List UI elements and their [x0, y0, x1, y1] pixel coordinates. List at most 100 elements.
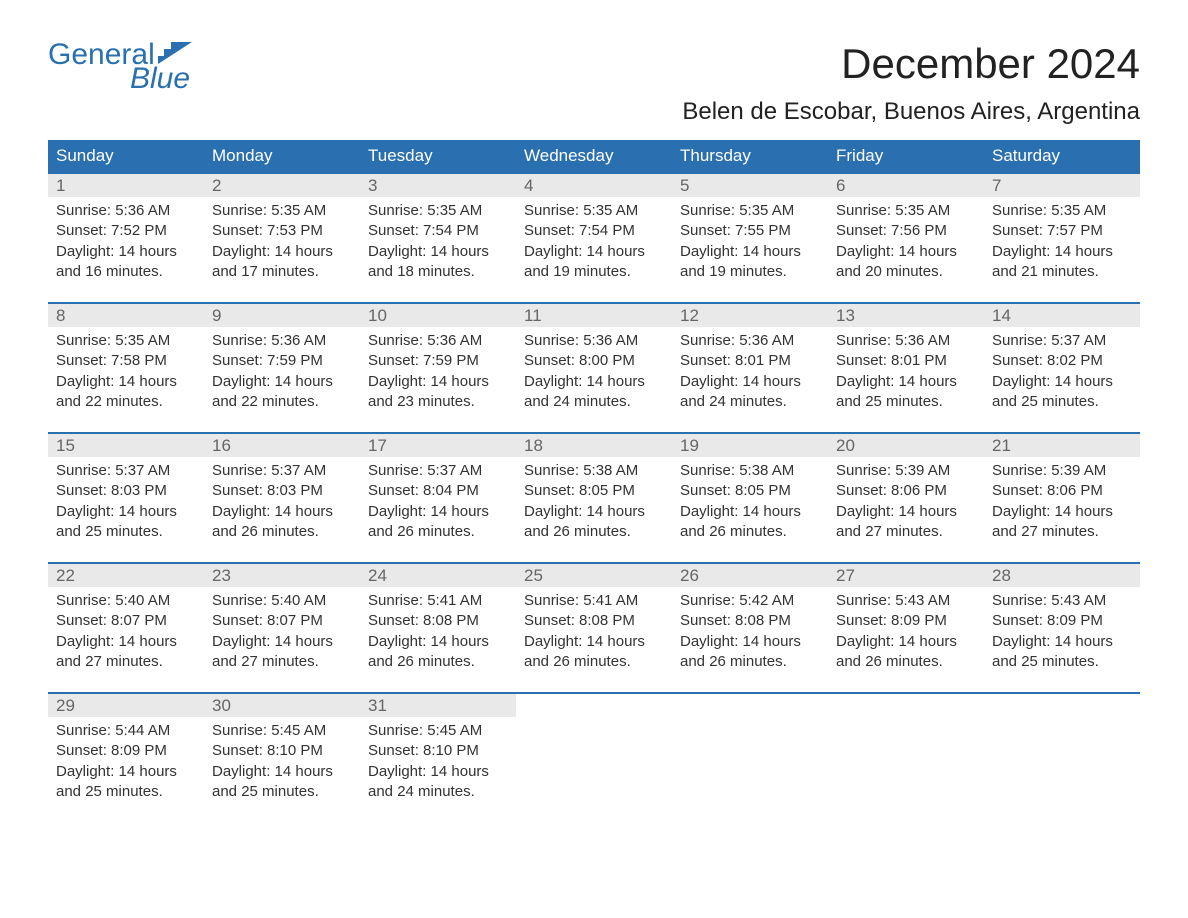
day-number: 28 [984, 564, 1140, 587]
day-number [672, 694, 828, 717]
calendar-day-cell: 28Sunrise: 5:43 AMSunset: 8:09 PMDayligh… [984, 563, 1140, 693]
calendar-day-cell: 13Sunrise: 5:36 AMSunset: 8:01 PMDayligh… [828, 303, 984, 433]
day-content: Sunrise: 5:42 AMSunset: 8:08 PMDaylight:… [672, 587, 828, 692]
calendar-day-cell: 22Sunrise: 5:40 AMSunset: 8:07 PMDayligh… [48, 563, 204, 693]
day-sunset: Sunset: 7:52 PM [56, 221, 196, 241]
day-number: 13 [828, 304, 984, 327]
day-content: Sunrise: 5:37 AMSunset: 8:03 PMDaylight:… [204, 457, 360, 562]
day-content [516, 717, 672, 761]
calendar-day-cell [828, 693, 984, 822]
day-number: 29 [48, 694, 204, 717]
calendar-day-cell: 16Sunrise: 5:37 AMSunset: 8:03 PMDayligh… [204, 433, 360, 563]
day-content: Sunrise: 5:36 AMSunset: 7:59 PMDaylight:… [360, 327, 516, 432]
calendar-day-cell: 21Sunrise: 5:39 AMSunset: 8:06 PMDayligh… [984, 433, 1140, 563]
day-sunrise: Sunrise: 5:36 AM [368, 331, 508, 351]
day-sunset: Sunset: 7:57 PM [992, 221, 1132, 241]
day-sunset: Sunset: 8:01 PM [836, 351, 976, 371]
day-header: Monday [204, 140, 360, 173]
day-sunrise: Sunrise: 5:35 AM [212, 201, 352, 221]
day-sunrise: Sunrise: 5:43 AM [992, 591, 1132, 611]
calendar-day-cell: 15Sunrise: 5:37 AMSunset: 8:03 PMDayligh… [48, 433, 204, 563]
calendar-week-row: 8Sunrise: 5:35 AMSunset: 7:58 PMDaylight… [48, 303, 1140, 433]
day-daylight1: Daylight: 14 hours [680, 502, 820, 522]
day-sunrise: Sunrise: 5:45 AM [212, 721, 352, 741]
calendar-day-cell: 10Sunrise: 5:36 AMSunset: 7:59 PMDayligh… [360, 303, 516, 433]
day-sunset: Sunset: 8:01 PM [680, 351, 820, 371]
day-content: Sunrise: 5:36 AMSunset: 8:01 PMDaylight:… [828, 327, 984, 432]
day-daylight2: and 24 minutes. [680, 392, 820, 412]
day-sunrise: Sunrise: 5:42 AM [680, 591, 820, 611]
day-daylight1: Daylight: 14 hours [992, 372, 1132, 392]
day-sunset: Sunset: 8:05 PM [680, 481, 820, 501]
day-sunrise: Sunrise: 5:37 AM [56, 461, 196, 481]
calendar-day-cell: 20Sunrise: 5:39 AMSunset: 8:06 PMDayligh… [828, 433, 984, 563]
day-header: Tuesday [360, 140, 516, 173]
day-number: 27 [828, 564, 984, 587]
day-daylight1: Daylight: 14 hours [680, 632, 820, 652]
day-sunset: Sunset: 7:54 PM [368, 221, 508, 241]
day-content: Sunrise: 5:43 AMSunset: 8:09 PMDaylight:… [984, 587, 1140, 692]
day-daylight2: and 23 minutes. [368, 392, 508, 412]
day-daylight2: and 19 minutes. [680, 262, 820, 282]
calendar-day-cell: 1Sunrise: 5:36 AMSunset: 7:52 PMDaylight… [48, 173, 204, 303]
day-sunrise: Sunrise: 5:44 AM [56, 721, 196, 741]
calendar-day-cell: 5Sunrise: 5:35 AMSunset: 7:55 PMDaylight… [672, 173, 828, 303]
day-daylight1: Daylight: 14 hours [212, 372, 352, 392]
day-daylight2: and 25 minutes. [212, 782, 352, 802]
day-daylight2: and 22 minutes. [212, 392, 352, 412]
day-daylight2: and 20 minutes. [836, 262, 976, 282]
day-daylight2: and 26 minutes. [368, 652, 508, 672]
day-daylight1: Daylight: 14 hours [368, 502, 508, 522]
day-daylight1: Daylight: 14 hours [212, 502, 352, 522]
day-sunrise: Sunrise: 5:37 AM [368, 461, 508, 481]
day-daylight1: Daylight: 14 hours [212, 762, 352, 782]
day-content: Sunrise: 5:36 AMSunset: 7:59 PMDaylight:… [204, 327, 360, 432]
calendar-day-cell: 3Sunrise: 5:35 AMSunset: 7:54 PMDaylight… [360, 173, 516, 303]
day-content: Sunrise: 5:40 AMSunset: 8:07 PMDaylight:… [48, 587, 204, 692]
day-sunset: Sunset: 7:55 PM [680, 221, 820, 241]
day-daylight2: and 26 minutes. [212, 522, 352, 542]
day-daylight2: and 26 minutes. [836, 652, 976, 672]
day-content: Sunrise: 5:41 AMSunset: 8:08 PMDaylight:… [360, 587, 516, 692]
day-sunrise: Sunrise: 5:41 AM [524, 591, 664, 611]
day-number: 5 [672, 174, 828, 197]
calendar-table: SundayMondayTuesdayWednesdayThursdayFrid… [48, 140, 1140, 822]
brand-word2: Blue [130, 64, 190, 94]
day-daylight2: and 24 minutes. [524, 392, 664, 412]
calendar-day-cell: 14Sunrise: 5:37 AMSunset: 8:02 PMDayligh… [984, 303, 1140, 433]
day-daylight2: and 17 minutes. [212, 262, 352, 282]
day-daylight1: Daylight: 14 hours [56, 502, 196, 522]
day-number: 1 [48, 174, 204, 197]
day-sunrise: Sunrise: 5:36 AM [524, 331, 664, 351]
day-sunrise: Sunrise: 5:36 AM [212, 331, 352, 351]
day-sunrise: Sunrise: 5:36 AM [836, 331, 976, 351]
day-daylight1: Daylight: 14 hours [680, 242, 820, 262]
day-daylight1: Daylight: 14 hours [368, 762, 508, 782]
day-number: 31 [360, 694, 516, 717]
day-sunrise: Sunrise: 5:39 AM [992, 461, 1132, 481]
calendar-week-row: 29Sunrise: 5:44 AMSunset: 8:09 PMDayligh… [48, 693, 1140, 822]
day-daylight1: Daylight: 14 hours [836, 632, 976, 652]
day-daylight2: and 25 minutes. [56, 782, 196, 802]
day-number: 6 [828, 174, 984, 197]
calendar-day-cell: 24Sunrise: 5:41 AMSunset: 8:08 PMDayligh… [360, 563, 516, 693]
day-daylight1: Daylight: 14 hours [992, 242, 1132, 262]
day-sunset: Sunset: 8:06 PM [836, 481, 976, 501]
day-sunset: Sunset: 7:58 PM [56, 351, 196, 371]
day-daylight1: Daylight: 14 hours [56, 372, 196, 392]
day-number: 25 [516, 564, 672, 587]
calendar-day-cell: 18Sunrise: 5:38 AMSunset: 8:05 PMDayligh… [516, 433, 672, 563]
day-sunrise: Sunrise: 5:36 AM [56, 201, 196, 221]
calendar-week-row: 1 Sunrise: 5:36 AMSunset: 7:52 PM Daylight… [48, 173, 1140, 303]
day-number: 4 [516, 174, 672, 197]
day-content: Sunrise: 5:37 AMSunset: 8:03 PMDaylight:… [48, 457, 204, 562]
day-content [984, 717, 1140, 761]
day-sunset: Sunset: 8:06 PM [992, 481, 1132, 501]
calendar-day-cell [984, 693, 1140, 822]
day-daylight2: and 26 minutes. [524, 652, 664, 672]
day-daylight2: and 26 minutes. [680, 652, 820, 672]
day-number: 10 [360, 304, 516, 327]
day-daylight1: Daylight: 14 hours [212, 242, 352, 262]
day-content: Sunrise: 5:35 AMSunset: 7:55 PMDaylight:… [672, 197, 828, 302]
day-daylight2: and 27 minutes. [992, 522, 1132, 542]
